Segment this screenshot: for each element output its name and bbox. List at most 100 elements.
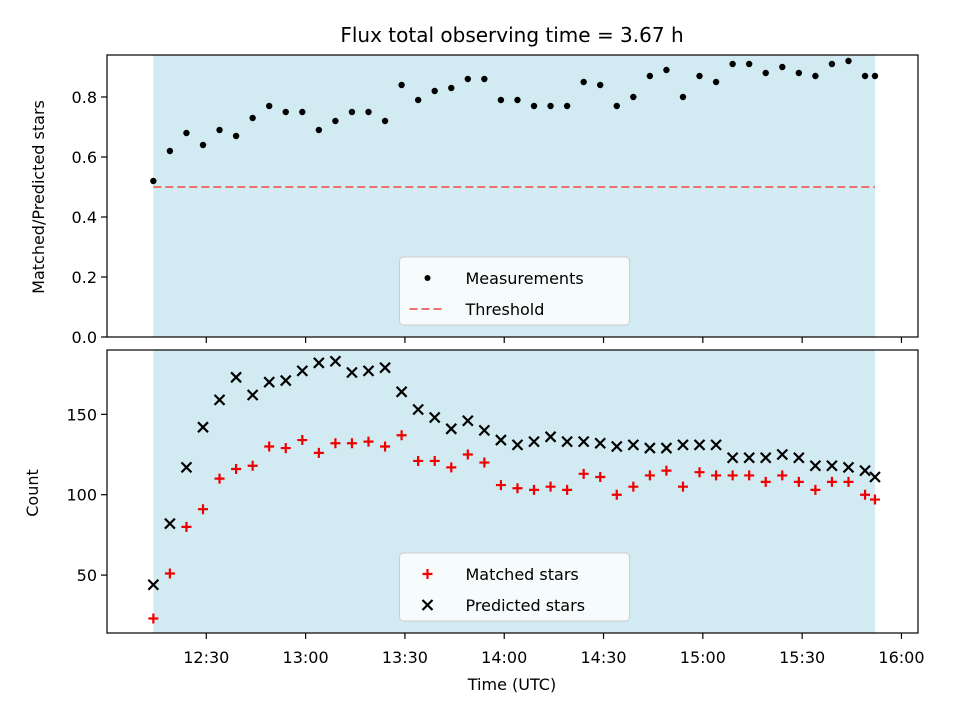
matched-star-point bbox=[595, 472, 606, 483]
measurement-point bbox=[871, 72, 879, 80]
predicted-star-point bbox=[743, 451, 755, 464]
matched-star-point bbox=[644, 470, 655, 481]
measurement-point bbox=[183, 129, 190, 137]
matched-star-point bbox=[363, 436, 374, 447]
predicted-star-point bbox=[660, 442, 673, 454]
matched-star-point bbox=[869, 494, 880, 505]
predicted-star-point bbox=[869, 471, 881, 483]
matched-star-point bbox=[346, 438, 357, 449]
matched-star-point bbox=[777, 470, 788, 481]
x-tick-label: 12:30 bbox=[183, 648, 229, 667]
measurement-point bbox=[150, 177, 157, 185]
matched-star-point bbox=[264, 441, 275, 452]
bottom-y-axis-label: Count bbox=[23, 469, 42, 517]
measurement-point bbox=[464, 75, 472, 83]
top-y-axis-label: Matched/Predicted stars bbox=[29, 100, 48, 294]
matched-star-point bbox=[711, 470, 722, 481]
measurement-point bbox=[365, 108, 372, 116]
x-tick-label: 13:00 bbox=[283, 648, 329, 667]
matched-star-point bbox=[297, 435, 308, 446]
measurement-point bbox=[448, 84, 455, 92]
legend-entry-label: Matched stars bbox=[466, 565, 579, 584]
matched-star-point bbox=[148, 613, 159, 624]
x-tick-label: 14:30 bbox=[580, 648, 626, 667]
matched-star-point bbox=[545, 481, 556, 492]
x-tick-label: 15:00 bbox=[680, 648, 726, 667]
bottom-panel: 50 100 150 12:30 13:00 13:30 14:00 14:30 15:00 15… bbox=[66, 349, 925, 667]
measurement-point bbox=[646, 72, 654, 80]
predicted-star-point bbox=[263, 376, 275, 388]
measurement-point bbox=[779, 63, 786, 71]
predicted-star-point bbox=[164, 517, 176, 530]
predicted-star-point bbox=[197, 421, 209, 433]
measurement-point bbox=[514, 96, 521, 104]
legend-marker-matched bbox=[422, 569, 433, 579]
predicted-star-point bbox=[445, 423, 458, 435]
predicted-star-point bbox=[346, 366, 358, 379]
measurement-point bbox=[580, 78, 587, 86]
measurement-point bbox=[563, 102, 571, 110]
predicted-star-point bbox=[213, 394, 226, 406]
matched-star-point bbox=[495, 480, 506, 491]
matched-star-point bbox=[231, 463, 242, 474]
matched-star-point bbox=[330, 438, 341, 449]
predicted-star-point bbox=[147, 578, 160, 591]
legend-entry-label: Predicted stars bbox=[466, 596, 586, 615]
predicted-star-point bbox=[710, 439, 722, 451]
matched-star-point bbox=[661, 465, 672, 476]
measurement-point bbox=[199, 141, 207, 149]
measurement-point bbox=[381, 117, 389, 125]
x-axis-label: Time (UTC) bbox=[467, 675, 556, 694]
predicted-star-point bbox=[511, 439, 524, 451]
predicted-star-point bbox=[842, 461, 855, 474]
predicted-star-point bbox=[610, 440, 623, 453]
measurement-point bbox=[812, 72, 819, 80]
measurement-point bbox=[547, 102, 554, 110]
predicted-star-point bbox=[528, 435, 540, 448]
predicted-star-point bbox=[627, 439, 640, 451]
measurement-point bbox=[828, 60, 836, 68]
measurement-point bbox=[266, 102, 273, 110]
top-y-tick-label: 0.0 bbox=[72, 328, 97, 347]
x-tick-label: 14:00 bbox=[481, 648, 527, 667]
predicted-star-point bbox=[693, 439, 706, 451]
matched-star-point bbox=[512, 483, 523, 494]
bottom-legend: Matched stars Predicted stars bbox=[399, 552, 630, 622]
top-legend: Measurements Threshold bbox=[399, 256, 630, 326]
matched-star-point bbox=[429, 455, 440, 466]
predicted-star-point bbox=[594, 437, 606, 450]
measurement-point bbox=[315, 126, 323, 134]
measurement-point bbox=[663, 66, 670, 74]
predicted-star-point bbox=[379, 361, 391, 374]
bottom-y-tick-label: 150 bbox=[66, 405, 97, 424]
matched-star-point bbox=[860, 489, 871, 500]
matched-star-point bbox=[479, 457, 490, 468]
matched-star-point bbox=[529, 484, 540, 495]
matched-star-point bbox=[677, 481, 688, 492]
predicted-star-point bbox=[577, 435, 590, 448]
bottom-y-tick-label: 50 bbox=[77, 566, 97, 585]
predicted-star-point bbox=[279, 374, 292, 387]
measurement-point bbox=[530, 102, 538, 110]
matched-star-point bbox=[826, 476, 837, 487]
top-y-tick-label: 0.2 bbox=[72, 268, 97, 287]
measurement-point bbox=[696, 72, 703, 80]
bottom-legend-box bbox=[399, 552, 630, 622]
predicted-star-point bbox=[412, 403, 424, 416]
predicted-star-point bbox=[362, 365, 375, 377]
predicted-star-point bbox=[313, 357, 325, 369]
measurement-point bbox=[431, 87, 438, 95]
top-y-tick-label: 0.8 bbox=[72, 88, 97, 107]
matched-star-point bbox=[793, 476, 804, 487]
matched-star-point bbox=[694, 467, 705, 478]
measurement-point bbox=[861, 72, 869, 80]
matched-star-point bbox=[611, 489, 622, 500]
legend-entry-label: Threshold bbox=[465, 300, 545, 319]
x-tick-label: 16:00 bbox=[878, 648, 924, 667]
predicted-star-point bbox=[428, 411, 441, 424]
predicted-star-point bbox=[478, 424, 491, 437]
top-y-tick-label: 0.6 bbox=[72, 148, 97, 167]
measurement-point bbox=[795, 69, 803, 77]
predicted-star-point bbox=[246, 389, 259, 401]
matched-star-point bbox=[628, 481, 639, 492]
